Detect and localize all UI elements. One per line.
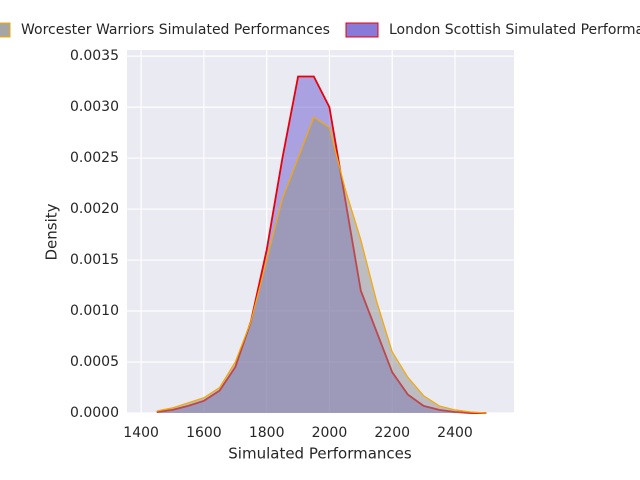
x-tick-label: 1600 (186, 425, 222, 441)
x-tick-label: 2200 (374, 425, 410, 441)
y-tick-label: 0.0030 (70, 99, 119, 115)
x-tick-label: 2400 (437, 425, 473, 441)
x-tick-label: 1800 (249, 425, 285, 441)
density-line (156, 116, 487, 414)
y-axis-label: Density (43, 203, 61, 260)
legend-swatch (0, 22, 11, 38)
y-tick-label: 0.0005 (70, 354, 119, 370)
legend-swatch (345, 22, 379, 38)
x-axis-label: Simulated Performances (228, 445, 412, 463)
y-tick-label: 0.0020 (70, 201, 119, 217)
legend-label: London Scottish Simulated Performances (389, 22, 640, 38)
x-tick-label: 1400 (123, 425, 159, 441)
y-tick-label: 0.0010 (70, 303, 119, 319)
y-tick-label: 0.0015 (70, 252, 119, 268)
legend-label: Worcester Warriors Simulated Performance… (21, 22, 330, 38)
area-fill (156, 117, 487, 414)
y-tick-label: 0.0035 (70, 48, 119, 64)
y-tick-label: 0.0000 (70, 405, 119, 421)
y-tick-label: 0.0025 (70, 150, 119, 166)
x-tick-label: 2000 (312, 425, 348, 441)
